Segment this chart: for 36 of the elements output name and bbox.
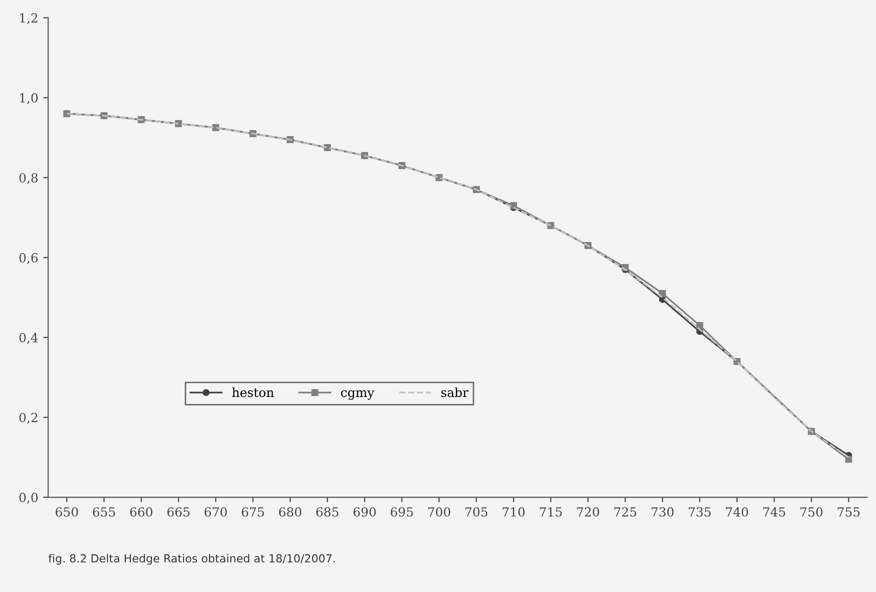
x-tick-label: 695 [390, 507, 413, 517]
x-tick-label: 660 [130, 507, 152, 517]
x-tick-label: 690 [354, 507, 376, 517]
x-tick-label: 665 [167, 507, 190, 517]
x-tick-label: 710 [502, 507, 525, 517]
legend-label: sabr [441, 387, 468, 398]
x-tick-label: 650 [56, 507, 78, 517]
point [696, 322, 704, 329]
y-tick-label: 1,0 [20, 93, 38, 104]
x-tick-label: 735 [688, 507, 711, 517]
x-tick-label: 750 [800, 507, 822, 517]
legend-label: cgmy [341, 390, 374, 400]
y-tick-label: 0,8 [19, 173, 38, 184]
x-tick-label: 670 [204, 507, 227, 517]
x-tick-label: 740 [726, 507, 748, 517]
x-tick-label: 715 [540, 507, 562, 517]
x-tick-label: 725 [614, 507, 636, 517]
x-tick-label: 685 [316, 507, 338, 517]
y-tick-label: 0,2 [19, 412, 38, 424]
x-tick-label: 720 [577, 507, 600, 517]
y-tick-label: 0,4 [19, 332, 38, 344]
x-tick-label: 705 [465, 507, 488, 517]
x-tick-label: 730 [652, 507, 674, 517]
x-tick-label: 675 [242, 507, 264, 517]
x-tick-label: 745 [763, 507, 786, 517]
point [845, 456, 852, 463]
x-tick-label: 680 [279, 507, 302, 517]
y-tick-label: 0,0 [19, 492, 38, 504]
legend-label: heston [232, 387, 274, 398]
x-tick-label: 755 [838, 507, 860, 517]
x-tick-label: 655 [92, 507, 115, 517]
y-tick-label: 1,2 [20, 13, 38, 24]
point [659, 290, 666, 297]
y-tick-label: 0,6 [19, 252, 38, 264]
x-tick-label: 700 [428, 507, 450, 517]
caption: fig. 8.2 Delta Hedge Ratios obtained at 18/10/2007. [48, 554, 335, 565]
